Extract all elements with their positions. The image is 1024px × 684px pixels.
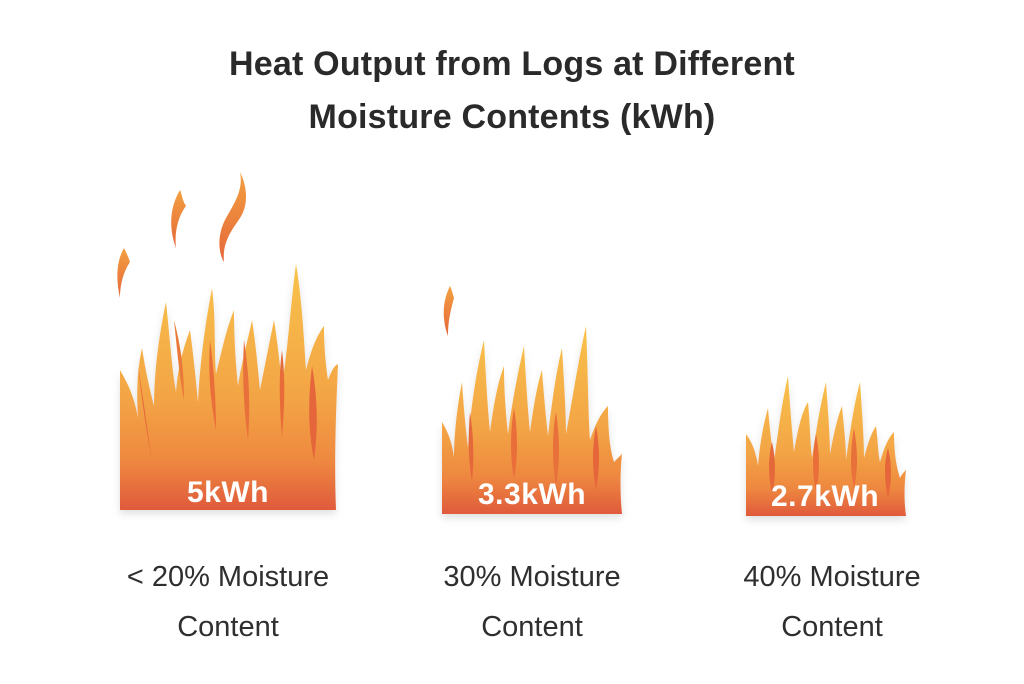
category-label-under-20: < 20% Moisture Content: [126, 561, 330, 643]
flame-icon: .: [117, 172, 338, 510]
value-label: 2.7kWh: [770, 480, 880, 513]
chart-title: Heat Output from Logs at Different Moist…: [0, 38, 1024, 144]
chart-title-line-2: Moisture Contents (kWh): [308, 98, 716, 136]
chart-title-line-1: Heat Output from Logs at Different: [229, 45, 795, 83]
flame-bar-40: 2.7kWh: [742, 362, 908, 522]
value-label: 3.3kWh: [477, 478, 587, 511]
flame-icon: [746, 376, 906, 516]
category-label-40: 40% Moisture Content: [743, 561, 921, 643]
flame-bar-under-20: . 5kWh: [112, 170, 344, 522]
flame-icon: [442, 286, 622, 514]
value-label: 5kWh: [186, 476, 269, 509]
category-label-30: 30% Moisture Content: [443, 561, 621, 643]
flame-bar-30: 3.3kWh: [438, 282, 626, 522]
